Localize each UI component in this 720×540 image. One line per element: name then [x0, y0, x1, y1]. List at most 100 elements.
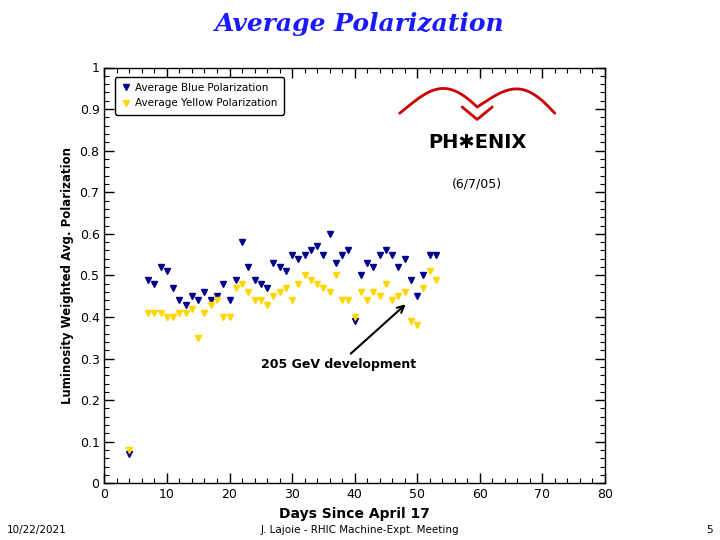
Average Yellow Polarization	[150, 309, 158, 316]
Average Yellow Polarization	[238, 280, 246, 287]
Average Yellow Polarization	[400, 289, 409, 295]
Average Blue Polarization	[300, 251, 309, 258]
Average Blue Polarization	[294, 255, 302, 262]
Text: 10/22/2021: 10/22/2021	[7, 524, 67, 535]
Average Blue Polarization	[375, 251, 384, 258]
Average Yellow Polarization	[188, 306, 197, 312]
Average Yellow Polarization	[194, 334, 202, 341]
Average Blue Polarization	[307, 247, 315, 254]
Text: J. Lajoie - RHIC Machine-Expt. Meeting: J. Lajoie - RHIC Machine-Expt. Meeting	[261, 524, 459, 535]
Average Yellow Polarization	[382, 280, 390, 287]
Average Blue Polarization	[400, 255, 409, 262]
Average Blue Polarization	[426, 251, 434, 258]
Average Blue Polarization	[156, 264, 165, 271]
Average Yellow Polarization	[256, 297, 265, 303]
Average Blue Polarization	[163, 268, 171, 274]
Average Yellow Polarization	[426, 268, 434, 274]
Average Yellow Polarization	[394, 293, 402, 299]
Average Blue Polarization	[181, 301, 190, 308]
Average Yellow Polarization	[338, 297, 346, 303]
Average Blue Polarization	[275, 264, 284, 271]
Average Yellow Polarization	[282, 285, 290, 291]
Average Blue Polarization	[419, 272, 428, 279]
Average Blue Polarization	[169, 285, 178, 291]
Average Yellow Polarization	[207, 301, 215, 308]
Average Yellow Polarization	[388, 297, 397, 303]
Average Blue Polarization	[256, 280, 265, 287]
Average Blue Polarization	[319, 251, 328, 258]
Line: Average Yellow Polarization: Average Yellow Polarization	[126, 268, 439, 454]
Average Yellow Polarization	[350, 314, 359, 320]
Legend: Average Blue Polarization, Average Yellow Polarization: Average Blue Polarization, Average Yello…	[114, 77, 284, 114]
Average Blue Polarization	[382, 247, 390, 254]
Average Yellow Polarization	[156, 309, 165, 316]
Average Yellow Polarization	[312, 280, 321, 287]
X-axis label: Days Since April 17: Days Since April 17	[279, 507, 430, 521]
Average Blue Polarization	[431, 251, 440, 258]
Average Yellow Polarization	[125, 447, 134, 453]
Average Yellow Polarization	[231, 285, 240, 291]
Average Yellow Polarization	[225, 314, 234, 320]
Average Blue Polarization	[350, 318, 359, 325]
Text: (6/7/05): (6/7/05)	[452, 178, 503, 191]
Average Blue Polarization	[407, 276, 415, 283]
Average Blue Polarization	[212, 293, 221, 299]
Average Blue Polarization	[269, 260, 278, 266]
Average Yellow Polarization	[331, 272, 340, 279]
Average Blue Polarization	[394, 264, 402, 271]
Average Yellow Polarization	[163, 314, 171, 320]
Average Yellow Polarization	[200, 309, 209, 316]
Line: Average Blue Polarization: Average Blue Polarization	[126, 231, 439, 458]
Y-axis label: Luminosity Weighted Avg. Polarization: Luminosity Weighted Avg. Polarization	[61, 147, 74, 404]
Average Blue Polarization	[238, 239, 246, 245]
Average Blue Polarization	[125, 451, 134, 457]
Average Blue Polarization	[363, 260, 372, 266]
Average Yellow Polarization	[300, 272, 309, 279]
Average Blue Polarization	[388, 251, 397, 258]
Average Yellow Polarization	[212, 297, 221, 303]
Average Yellow Polarization	[356, 289, 365, 295]
Average Blue Polarization	[244, 264, 253, 271]
Average Blue Polarization	[413, 293, 421, 299]
Average Blue Polarization	[356, 272, 365, 279]
Average Blue Polarization	[194, 297, 202, 303]
Average Blue Polarization	[200, 289, 209, 295]
Average Blue Polarization	[331, 260, 340, 266]
Average Yellow Polarization	[319, 285, 328, 291]
Average Yellow Polarization	[144, 309, 153, 316]
Average Blue Polarization	[175, 297, 184, 303]
Average Blue Polarization	[263, 285, 271, 291]
Average Yellow Polarization	[288, 297, 297, 303]
Average Yellow Polarization	[175, 309, 184, 316]
Average Blue Polarization	[288, 251, 297, 258]
Average Yellow Polarization	[219, 314, 228, 320]
Average Yellow Polarization	[363, 297, 372, 303]
Average Blue Polarization	[231, 276, 240, 283]
Average Yellow Polarization	[375, 293, 384, 299]
Average Blue Polarization	[369, 264, 378, 271]
Average Blue Polarization	[150, 280, 158, 287]
Average Yellow Polarization	[181, 309, 190, 316]
Average Yellow Polarization	[325, 289, 334, 295]
Average Yellow Polarization	[269, 293, 278, 299]
Average Yellow Polarization	[251, 297, 259, 303]
Average Yellow Polarization	[307, 276, 315, 283]
Average Yellow Polarization	[419, 285, 428, 291]
Average Blue Polarization	[188, 293, 197, 299]
Average Yellow Polarization	[263, 301, 271, 308]
Average Yellow Polarization	[294, 280, 302, 287]
Average Blue Polarization	[219, 280, 228, 287]
Average Yellow Polarization	[344, 297, 353, 303]
Average Blue Polarization	[251, 276, 259, 283]
Average Yellow Polarization	[431, 276, 440, 283]
Average Blue Polarization	[282, 268, 290, 274]
Average Blue Polarization	[325, 231, 334, 237]
Average Yellow Polarization	[169, 314, 178, 320]
Average Blue Polarization	[344, 247, 353, 254]
Average Blue Polarization	[144, 276, 153, 283]
Average Yellow Polarization	[369, 289, 378, 295]
Text: 205 GeV development: 205 GeV development	[261, 306, 416, 372]
Average Yellow Polarization	[275, 289, 284, 295]
Text: PH✱ENIX: PH✱ENIX	[428, 133, 526, 152]
Average Blue Polarization	[225, 297, 234, 303]
